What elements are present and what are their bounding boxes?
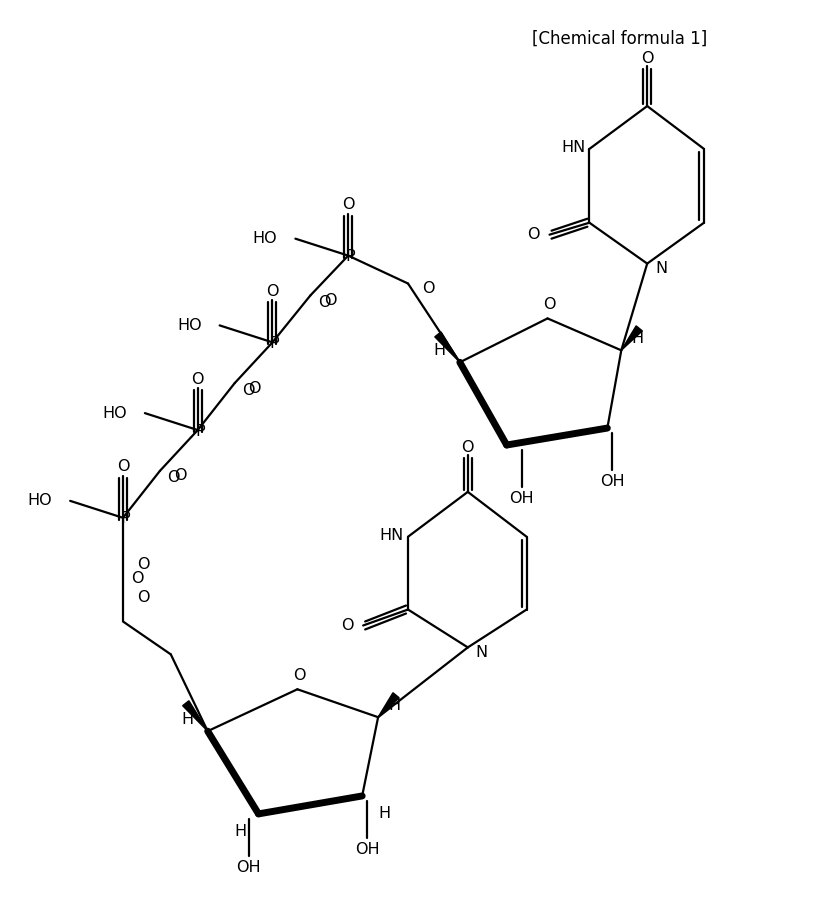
Text: O: O	[137, 557, 150, 572]
Polygon shape	[621, 326, 642, 350]
Text: O: O	[249, 381, 261, 395]
Text: P: P	[195, 424, 205, 439]
Text: HO: HO	[28, 493, 52, 508]
Text: O: O	[131, 571, 143, 586]
Text: O: O	[168, 471, 180, 485]
Text: [Chemical formula 1]: [Chemical formula 1]	[532, 29, 707, 47]
Text: H: H	[434, 343, 446, 358]
Text: O: O	[341, 618, 353, 633]
Text: O: O	[174, 468, 186, 483]
Text: HO: HO	[253, 231, 277, 246]
Text: H: H	[388, 697, 400, 713]
Text: H: H	[182, 712, 194, 727]
Text: O: O	[462, 440, 474, 454]
Text: P: P	[346, 249, 355, 264]
Text: OH: OH	[509, 492, 534, 506]
Polygon shape	[183, 701, 207, 731]
Text: O: O	[192, 372, 204, 386]
Text: O: O	[242, 383, 255, 397]
Text: O: O	[318, 295, 331, 310]
Text: O: O	[527, 227, 540, 242]
Text: P: P	[120, 512, 130, 526]
Text: O: O	[342, 197, 355, 212]
Text: OH: OH	[600, 474, 625, 490]
Text: O: O	[641, 51, 653, 65]
Text: H: H	[631, 331, 644, 346]
Text: O: O	[137, 590, 150, 605]
Text: H: H	[235, 824, 247, 839]
Text: HN: HN	[561, 141, 585, 155]
Text: HO: HO	[102, 405, 127, 421]
Text: P: P	[270, 336, 279, 351]
Text: O: O	[266, 284, 279, 299]
Polygon shape	[435, 332, 460, 362]
Polygon shape	[378, 693, 399, 717]
Text: HO: HO	[177, 317, 202, 333]
Text: O: O	[117, 460, 129, 474]
Text: OH: OH	[355, 843, 379, 857]
Text: N: N	[655, 261, 667, 276]
Text: HN: HN	[379, 528, 404, 543]
Text: O: O	[422, 281, 435, 296]
Text: OH: OH	[236, 860, 261, 875]
Text: O: O	[324, 293, 337, 308]
Text: O: O	[293, 668, 305, 683]
Text: O: O	[543, 297, 556, 312]
Text: N: N	[476, 645, 488, 660]
Text: H: H	[378, 806, 390, 822]
